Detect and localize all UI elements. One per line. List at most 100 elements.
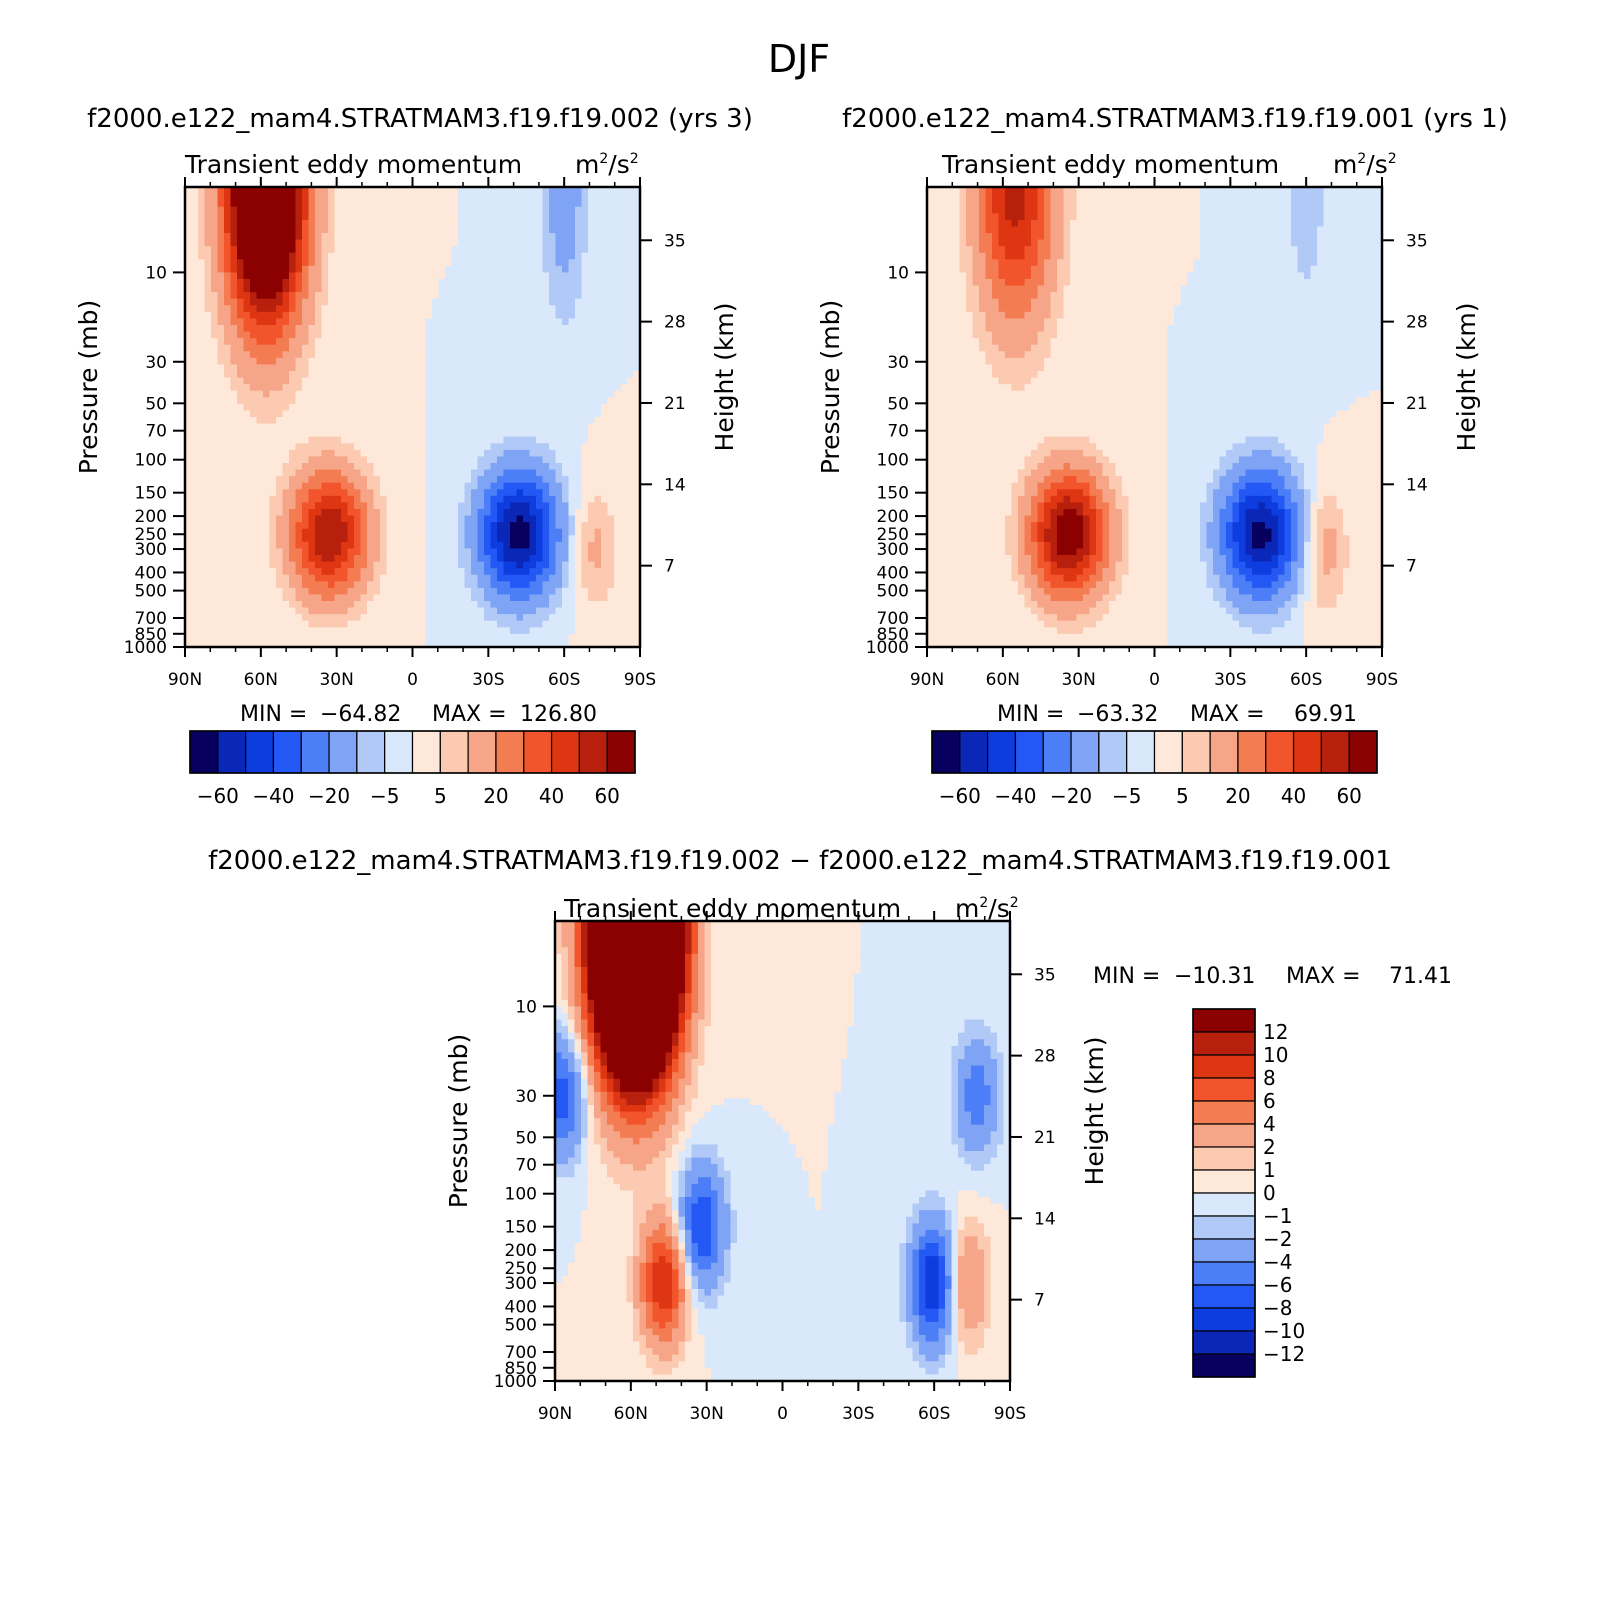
field-cell (503, 318, 511, 326)
field-cell (386, 213, 394, 221)
field-cell (464, 502, 472, 510)
field-cell (562, 522, 570, 530)
field-cell (614, 239, 622, 247)
field-cell (302, 587, 310, 596)
field-cell (295, 476, 303, 484)
field-cell (477, 292, 485, 300)
field-cell (243, 449, 251, 458)
field-cell (243, 574, 251, 582)
field-cell (354, 430, 362, 438)
field-cell (529, 351, 537, 359)
field-cell (484, 430, 492, 438)
field-cell (445, 193, 453, 201)
field-cell (594, 535, 602, 543)
field-cell (549, 614, 557, 622)
field-cell (445, 633, 453, 642)
field-cell (399, 423, 407, 431)
field-cell (256, 239, 264, 247)
field-cell (198, 555, 206, 563)
field-cell (555, 633, 563, 642)
field-cell (217, 522, 225, 530)
field-cell (503, 390, 511, 398)
field-cell (425, 594, 433, 602)
field-cell (191, 463, 199, 471)
field-cell (191, 239, 199, 247)
field-cell (438, 200, 446, 208)
field-cell (269, 528, 277, 536)
field-cell (289, 627, 297, 635)
field-cell (419, 561, 427, 569)
field-cell (367, 541, 375, 550)
field-cell (412, 259, 420, 267)
field-cell (503, 476, 511, 484)
field-cell (217, 568, 225, 576)
field-cell (627, 535, 635, 543)
field-cell (373, 568, 381, 576)
field-cell (393, 246, 401, 254)
field-cell (542, 476, 550, 484)
field-cell (425, 561, 433, 569)
field-cell (568, 390, 576, 398)
field-cell (373, 522, 381, 530)
field-cell (224, 456, 232, 464)
field-cell (594, 259, 602, 267)
field-cell (211, 265, 219, 274)
field-cell (250, 515, 258, 523)
field-cell (282, 574, 290, 582)
field-cell (406, 456, 414, 464)
field-cell (354, 476, 362, 484)
field-cell (477, 423, 485, 431)
field-cell (607, 561, 615, 569)
field-cell (224, 272, 232, 280)
field-cell (568, 351, 576, 359)
field-cell (464, 449, 472, 458)
field-cell (451, 279, 459, 287)
field-cell (484, 620, 492, 628)
field-cell (191, 344, 199, 352)
field-cell (328, 509, 336, 517)
field-cell (263, 338, 271, 346)
field-cell (302, 568, 310, 576)
field-cell (588, 377, 596, 385)
field-cell (503, 417, 511, 425)
field-cell (614, 371, 622, 379)
field-cell (211, 371, 219, 379)
field-cell (523, 265, 531, 274)
field-cell (523, 305, 531, 313)
field-cell (464, 252, 472, 260)
field-cell (510, 364, 518, 372)
figure-title: DJF (768, 37, 830, 81)
field-cell (406, 318, 414, 326)
field-cell (399, 384, 407, 392)
field-cell (308, 338, 316, 346)
field-cell (549, 555, 557, 563)
field-cell (458, 305, 466, 313)
field-cell (419, 423, 427, 431)
field-cell (308, 640, 316, 648)
field-cell (380, 213, 388, 221)
field-cell (230, 482, 238, 490)
field-cell (562, 364, 570, 372)
field-cell (562, 587, 570, 596)
field-cell (185, 397, 193, 405)
field-cell (458, 495, 466, 504)
field-cell (419, 522, 427, 530)
field-cell (419, 285, 427, 293)
field-cell (308, 489, 316, 497)
field-cell (419, 226, 427, 234)
field-cell (250, 581, 258, 589)
field-cell (419, 581, 427, 589)
field-cell (451, 574, 459, 582)
field-cell (373, 384, 381, 392)
field-cell (464, 574, 472, 582)
field-cell (256, 292, 264, 300)
field-cell (575, 371, 583, 379)
field-cell (568, 285, 576, 293)
field-cell (263, 417, 271, 425)
field-cell (191, 574, 199, 582)
field-cell (555, 272, 563, 280)
field-cell (581, 417, 589, 425)
field-cell (276, 305, 284, 313)
field-cell (523, 226, 531, 234)
field-cell (386, 574, 394, 582)
